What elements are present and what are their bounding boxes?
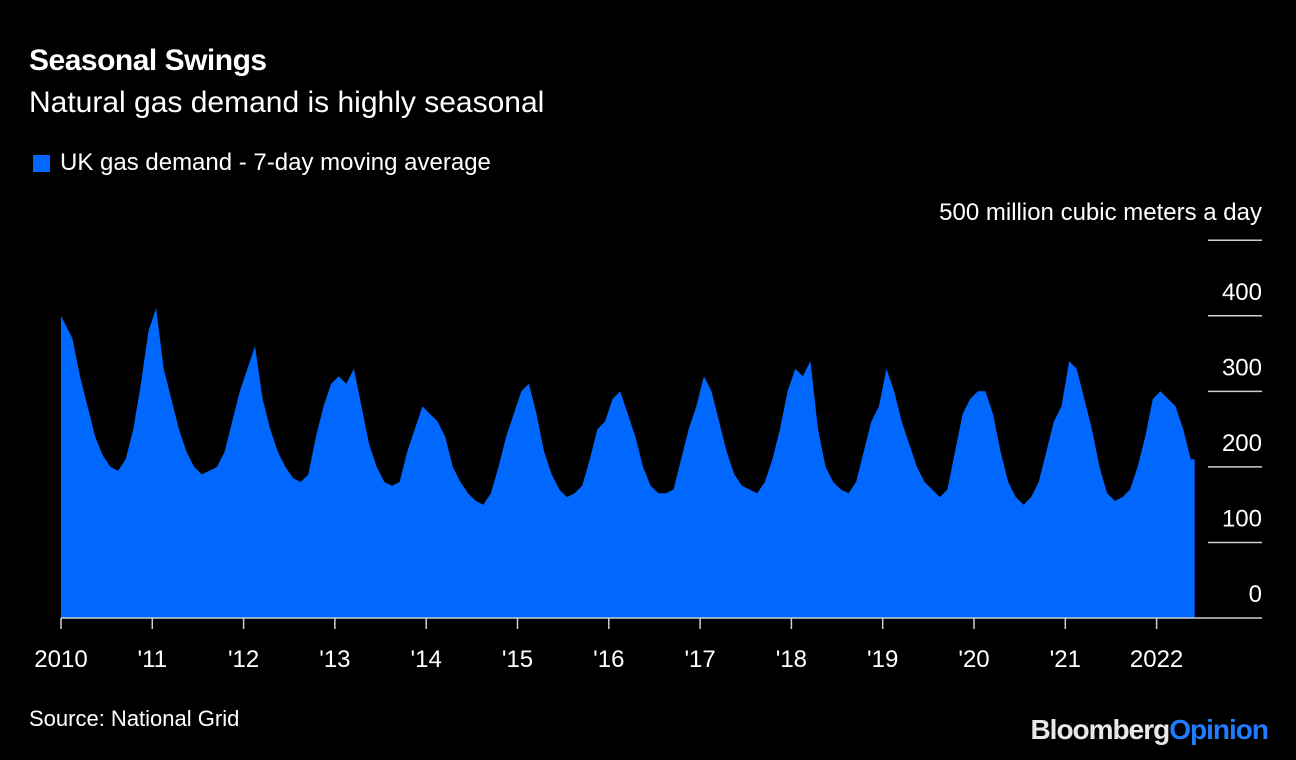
x-tick-label: '13 xyxy=(319,646,350,673)
source-note: Source: National Grid xyxy=(29,706,240,731)
y-tick-label: 400 xyxy=(1222,279,1262,306)
x-tick-label: '15 xyxy=(502,646,533,673)
chart-subtitle: Natural gas demand is highly seasonal xyxy=(29,86,545,119)
x-tick-label: '12 xyxy=(228,646,259,673)
x-tick-label: '18 xyxy=(776,646,807,673)
x-tick-label: 2010 xyxy=(34,646,87,673)
y-tick-label: 0 xyxy=(1249,581,1262,608)
y-tick-label: 100 xyxy=(1222,505,1262,532)
legend-swatch xyxy=(33,154,50,172)
x-tick-label: '14 xyxy=(411,646,442,673)
x-tick-label: '21 xyxy=(1050,646,1081,673)
x-tick-label: '16 xyxy=(593,646,624,673)
y-axis-unit-label: 500 million cubic meters a day xyxy=(939,199,1262,226)
legend-label: UK gas demand - 7-day moving average xyxy=(60,149,491,176)
y-tick-label: 200 xyxy=(1222,430,1262,457)
x-tick-label: '19 xyxy=(867,646,898,673)
y-tick-label: 300 xyxy=(1222,354,1262,381)
x-tick-label: '11 xyxy=(138,646,168,673)
x-tick-label: '17 xyxy=(684,646,715,673)
data-area-series xyxy=(61,308,1195,618)
chart-title: Seasonal Swings xyxy=(29,44,267,77)
bloomberg-opinion-logo: BloombergOpinion xyxy=(1030,714,1269,745)
x-tick-label: 2022 xyxy=(1130,646,1183,673)
x-tick-label: '20 xyxy=(958,646,989,673)
legend: UK gas demand - 7-day moving average xyxy=(33,149,491,177)
